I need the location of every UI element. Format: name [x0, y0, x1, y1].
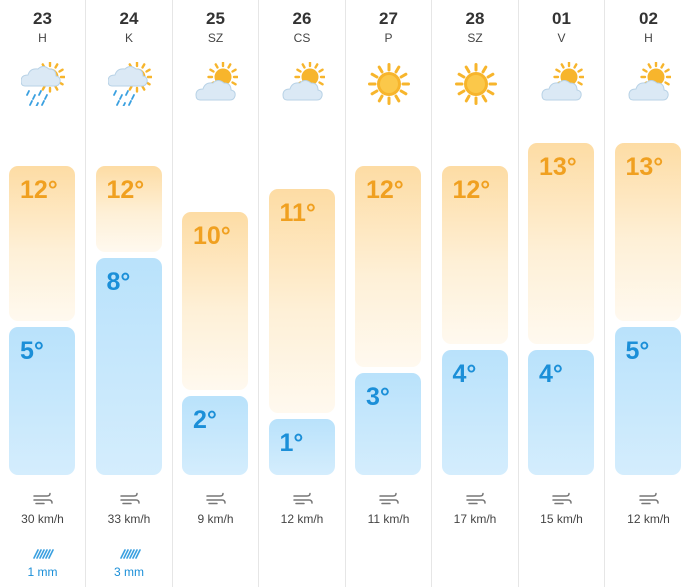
low-temp: 3°	[366, 383, 390, 411]
partly-cloudy-icon	[281, 61, 326, 106]
rain-icon	[32, 546, 54, 559]
day-name: CS	[293, 31, 311, 45]
low-temp-bar: 1°	[268, 419, 335, 475]
low-temp-bar: 8°	[95, 258, 162, 475]
day-name: SZ	[207, 31, 224, 45]
wind-icon	[206, 492, 226, 506]
low-temp-bar: 4°	[528, 350, 594, 475]
day-column[interactable]: 27 P 12° 3° 11 km/h	[346, 0, 432, 587]
day-name: V	[557, 31, 566, 45]
day-column[interactable]: 25 SZ 10° 2° 9 km/h	[173, 0, 259, 587]
wind-icon	[465, 492, 486, 506]
high-temp: 10°	[193, 222, 231, 250]
high-temp-bar: 11°	[268, 189, 335, 413]
high-temp: 12°	[20, 176, 58, 204]
rain-cloud-sun-icon	[20, 61, 66, 108]
wind-speed: 11 km/h	[367, 512, 410, 526]
low-temp: 4°	[452, 360, 477, 388]
low-temp-bar: 5°	[614, 327, 681, 475]
day-column[interactable]: 26 CS 11° 1° 12 km/h	[260, 0, 346, 587]
day-name: H	[38, 31, 47, 45]
wind-speed: 17 km/h	[453, 512, 497, 526]
day-date: 23	[33, 9, 52, 28]
low-temp: 5°	[20, 337, 44, 365]
wind-icon	[379, 492, 399, 506]
precipitation-amount: 1 mm	[27, 565, 58, 579]
day-date: 25	[206, 9, 225, 28]
day-date: 24	[119, 9, 139, 28]
day-column[interactable]: 23 H 12° 5° 30 km/h 1 mm	[0, 0, 86, 587]
high-temp: 13°	[539, 153, 577, 181]
high-temp-bar: 12°	[441, 166, 508, 344]
high-temp-bar: 12°	[355, 166, 421, 367]
wind-speed: 12 km/h	[280, 512, 324, 526]
high-temp: 11°	[279, 199, 316, 227]
high-temp: 12°	[106, 176, 145, 204]
low-temp-bar: 2°	[182, 396, 248, 475]
high-temp-bar: 12°	[9, 166, 75, 321]
day-column[interactable]: 01 V 13° 4° 15 km/h	[519, 0, 605, 587]
day-date: 01	[552, 9, 571, 28]
wind-speed: 15 km/h	[540, 512, 583, 526]
wind-speed: 9 km/h	[197, 512, 234, 526]
high-temp: 12°	[452, 176, 491, 204]
day-column[interactable]: 24 K 12° 8° 33 km/h 3 mm	[87, 0, 173, 587]
high-temp: 12°	[366, 176, 404, 204]
wind-icon	[33, 492, 53, 506]
high-temp: 13°	[625, 153, 664, 181]
low-temp-bar: 4°	[441, 350, 508, 475]
high-temp-bar: 13°	[528, 143, 594, 344]
low-temp-bar: 3°	[355, 373, 421, 475]
day-column[interactable]: 02 H 13° 5° 12 km/h	[606, 0, 687, 587]
day-date: 27	[379, 9, 398, 28]
partly-cloudy-icon	[194, 61, 239, 106]
low-temp: 1°	[279, 429, 304, 457]
sun-icon	[367, 62, 411, 106]
wind-icon	[119, 492, 140, 506]
low-temp: 5°	[625, 337, 650, 365]
day-name: H	[644, 31, 653, 45]
day-name: P	[384, 31, 393, 45]
high-temp-bar: 13°	[614, 143, 681, 321]
low-temp: 8°	[106, 268, 131, 296]
day-column[interactable]: 28 SZ 12° 4° 17 km/h	[433, 0, 519, 587]
day-name: K	[124, 31, 133, 45]
partly-cloudy-icon	[627, 61, 672, 106]
day-date: 02	[639, 9, 658, 28]
day-date: 26	[292, 9, 312, 28]
precipitation-amount: 3 mm	[114, 565, 144, 579]
low-temp: 2°	[193, 406, 217, 434]
day-date: 28	[465, 9, 485, 28]
low-temp-bar: 5°	[9, 327, 75, 475]
partly-cloudy-icon	[540, 61, 585, 106]
wind-icon	[638, 492, 659, 506]
wind-icon	[552, 492, 572, 506]
wind-speed: 33 km/h	[107, 512, 151, 526]
rain-cloud-sun-icon	[106, 61, 153, 108]
day-name: SZ	[467, 31, 483, 45]
sun-icon	[454, 62, 498, 106]
wind-speed: 12 km/h	[627, 512, 670, 526]
high-temp-bar: 12°	[95, 166, 162, 252]
low-temp: 4°	[539, 360, 563, 388]
wind-icon	[292, 492, 313, 506]
rain-icon	[119, 546, 141, 559]
wind-speed: 30 km/h	[21, 512, 64, 526]
high-temp-bar: 10°	[182, 212, 248, 390]
